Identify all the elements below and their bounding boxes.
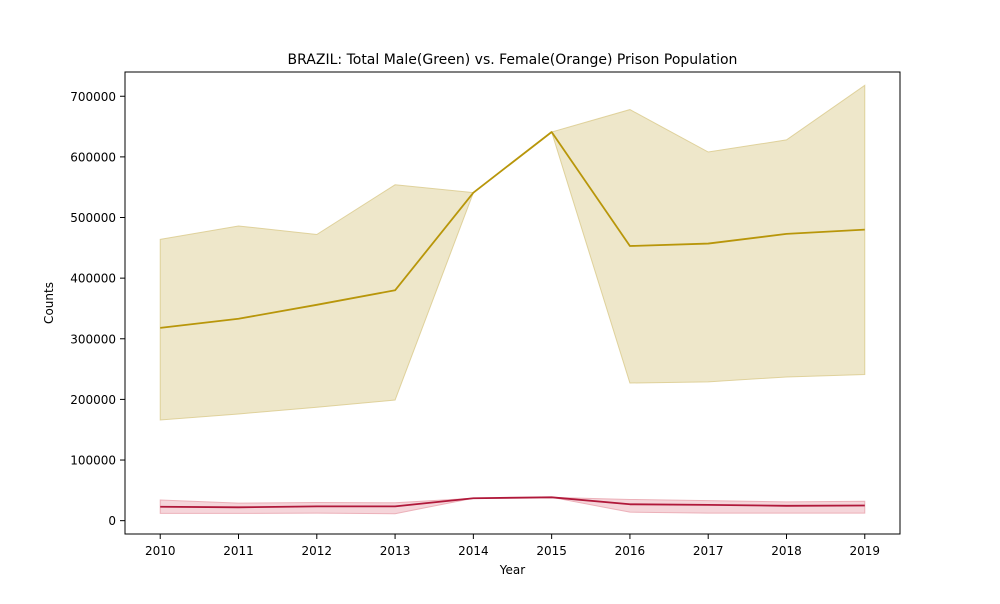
series-line-1 bbox=[160, 131, 865, 329]
plot-area-frame bbox=[124, 71, 901, 535]
x-tick-label: 2018 bbox=[771, 544, 802, 558]
x-axis-label: Year bbox=[499, 563, 525, 577]
x-tick-label: 2012 bbox=[302, 544, 333, 558]
series-line-2 bbox=[160, 496, 865, 509]
y-axis-label: Counts bbox=[42, 282, 56, 324]
confidence-band-series-1 bbox=[159, 84, 866, 421]
y-tick-label: 300000 bbox=[70, 332, 116, 346]
confidence-bands bbox=[159, 84, 866, 515]
x-axis-ticks: 2010 2011 2012 2013 2014 2015 2016 2017 2018 2019 bbox=[145, 534, 880, 558]
y-tick-label: 400000 bbox=[70, 272, 116, 286]
x-tick-label: 2017 bbox=[693, 544, 724, 558]
y-tick-label: 600000 bbox=[70, 150, 116, 164]
x-tick-label: 2019 bbox=[849, 544, 880, 558]
x-tick-label: 2010 bbox=[145, 544, 176, 558]
y-tick-label: 500000 bbox=[70, 211, 116, 225]
chart-title: BRAZIL: Total Male(Green) vs. Female(Ora… bbox=[288, 52, 738, 68]
x-tick-label: 2016 bbox=[615, 544, 646, 558]
y-tick-label: 200000 bbox=[70, 393, 116, 407]
x-tick-label: 2011 bbox=[223, 544, 254, 558]
x-tick-label: 2013 bbox=[380, 544, 411, 558]
x-tick-label: 2015 bbox=[536, 544, 567, 558]
confidence-band-series-2 bbox=[159, 496, 866, 515]
series-lines bbox=[160, 131, 865, 509]
y-tick-label: 700000 bbox=[70, 90, 116, 104]
y-tick-label: 100000 bbox=[70, 454, 116, 468]
y-tick-label: 0 bbox=[108, 514, 116, 528]
y-axis-ticks: 0 100000 200000 300000 400000 500000 600000 700… bbox=[70, 90, 125, 528]
x-tick-label: 2014 bbox=[458, 544, 489, 558]
